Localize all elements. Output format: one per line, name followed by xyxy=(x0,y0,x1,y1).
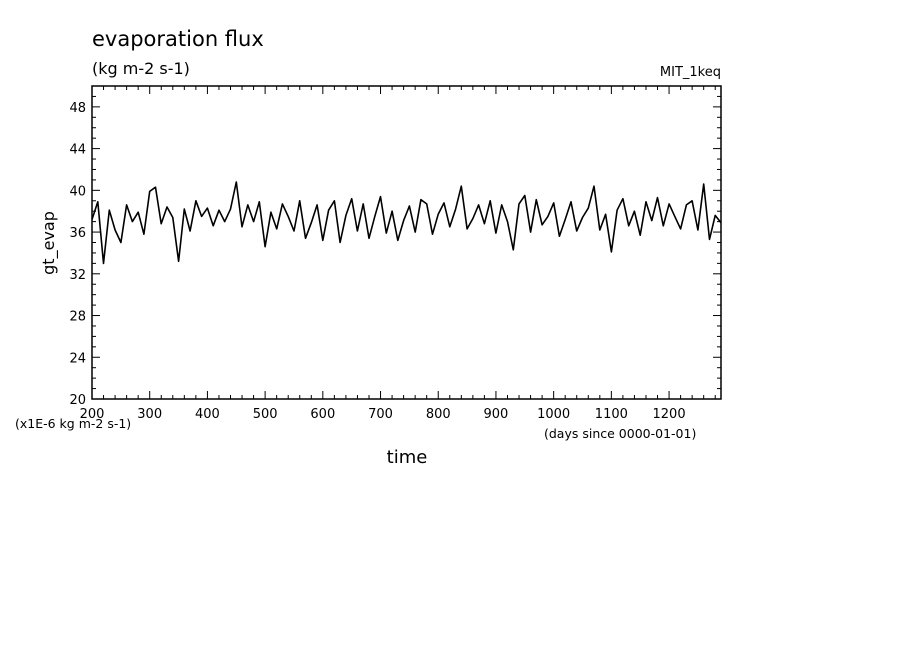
plot-frame xyxy=(91,85,722,400)
y-tick-label: 32 xyxy=(69,268,86,283)
x-tick-label: 1100 xyxy=(595,407,628,422)
x-tick-label: 1200 xyxy=(653,407,686,422)
y-tick-label: 28 xyxy=(69,310,86,325)
series-line xyxy=(91,181,722,265)
y-tick-label: 20 xyxy=(69,393,86,408)
x-tick-label: 400 xyxy=(195,407,220,422)
x-tick-label: 500 xyxy=(253,407,278,422)
x-tick-label: 900 xyxy=(484,407,509,422)
x-tick-label: 1000 xyxy=(537,407,570,422)
y-tick-label: 48 xyxy=(69,101,86,116)
x-tick-label: 600 xyxy=(310,407,335,422)
x-tick-label: 200 xyxy=(80,407,105,422)
x-tick-label: 800 xyxy=(426,407,451,422)
y-axis-label: gt_evap xyxy=(39,211,59,275)
x-axis-label: time xyxy=(387,447,428,468)
y-units-note: (x1E-6 kg m-2 s-1) xyxy=(15,416,131,431)
y-tick-label: 40 xyxy=(69,184,86,199)
x-tick-labels: 200 300 400 500 600 700 800 900 1000 1100 1200 xyxy=(80,407,686,422)
chart-title: evaporation flux xyxy=(92,27,264,51)
y-tick-label: 44 xyxy=(69,143,86,158)
y-tick-label: 24 xyxy=(69,351,86,366)
chart-subtitle: (kg m-2 s-1) xyxy=(92,59,190,78)
x-tick-label: 700 xyxy=(368,407,393,422)
axis-ticks xyxy=(91,85,721,400)
x-tick-label: 300 xyxy=(137,407,162,422)
y-tick-label: 36 xyxy=(69,226,86,241)
x-units-note: (days since 0000-01-01) xyxy=(544,426,696,441)
y-tick-labels: 20 24 28 32 36 40 44 48 xyxy=(69,101,86,408)
dataset-label: MIT_1keq xyxy=(660,65,721,80)
